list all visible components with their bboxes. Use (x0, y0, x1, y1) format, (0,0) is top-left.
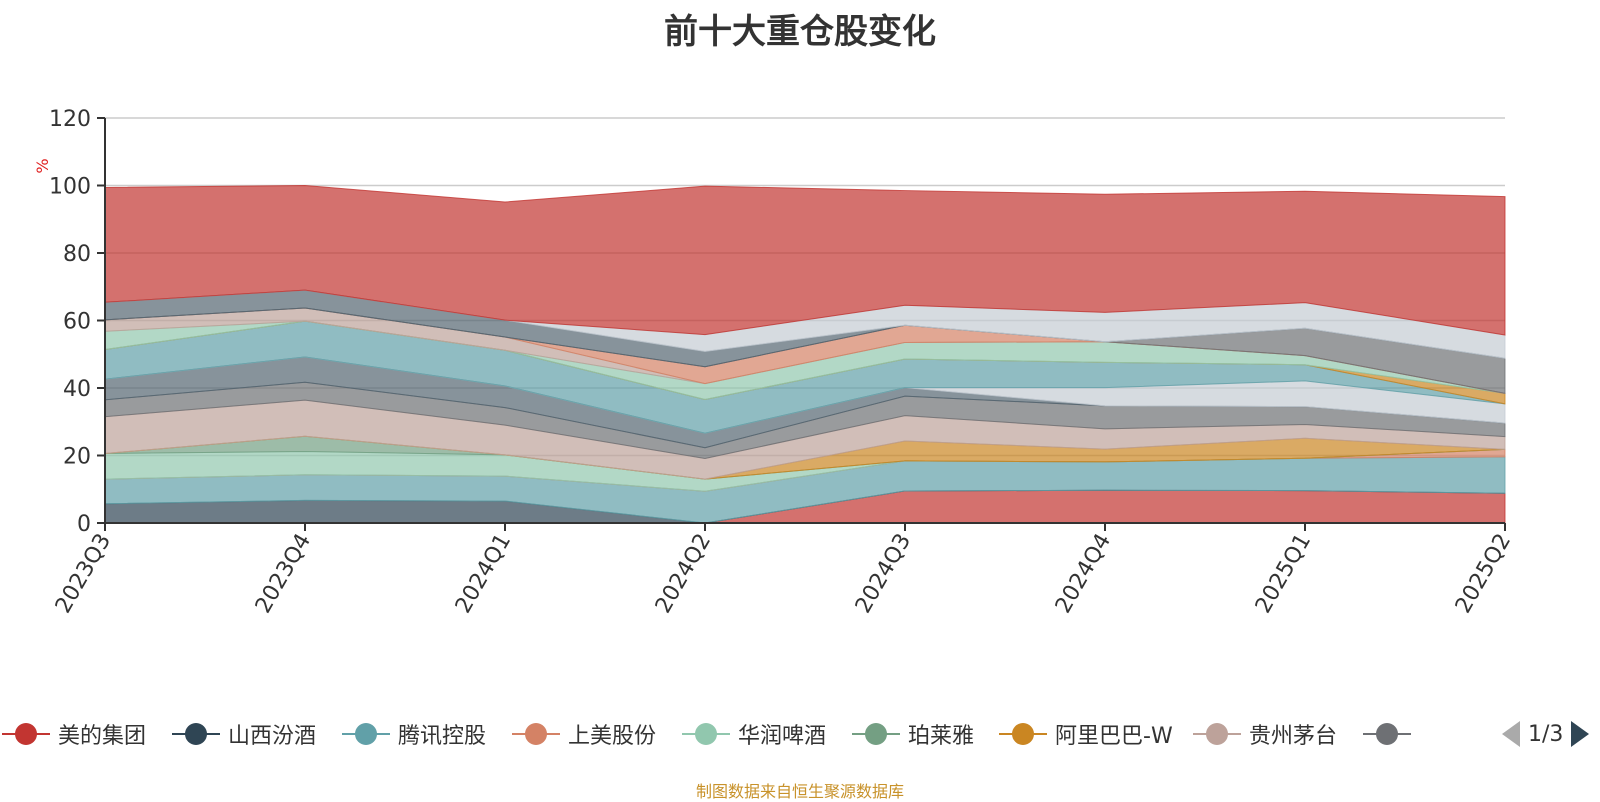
legend-label: 贵州茅台 (1249, 724, 1338, 749)
series-layer (104, 184, 1506, 524)
legend-pager: 1/3 (1500, 718, 1591, 750)
pager-next-icon[interactable] (1569, 719, 1591, 749)
legend-item[interactable]: 美的集团 (2, 716, 146, 752)
legend-label: 上美股份 (568, 724, 657, 749)
legend-item[interactable]: 山西汾酒 (172, 716, 316, 752)
x-tick-label: 2024Q2 (651, 530, 716, 618)
legend-item[interactable]: 贵州茅台 (1193, 716, 1337, 752)
chart-title: 前十大重仓股变化 (664, 12, 936, 52)
legend-marker-icon (2, 723, 50, 745)
legend-marker-icon (172, 723, 220, 745)
x-tick-label: 2024Q3 (851, 530, 916, 618)
legend-marker-icon (512, 723, 560, 745)
legend-label: 山西汾酒 (228, 724, 317, 749)
x-tick-label: 2025Q2 (1451, 530, 1516, 618)
legend-marker-icon (999, 723, 1047, 745)
y-tick-label: 120 (49, 107, 91, 132)
series-area-19 (104, 184, 1506, 336)
legend-item[interactable]: 阿里巴巴-W (999, 716, 1173, 752)
legend-marker-icon (1193, 723, 1241, 745)
pager-page-text: 1/3 (1528, 721, 1564, 747)
y-tick-label: 100 (49, 175, 91, 200)
legend-label: 腾讯控股 (398, 724, 487, 749)
y-tick-label: 60 (63, 310, 91, 335)
legend-item[interactable]: 珀莱雅 (852, 716, 974, 752)
legend-label: 华润啤酒 (738, 724, 827, 749)
x-tick-label: 2025Q1 (1251, 530, 1316, 618)
y-tick-label: 80 (63, 242, 91, 267)
x-tick-label: 2024Q4 (1051, 530, 1116, 618)
legend-item[interactable]: 华润啤酒 (682, 716, 826, 752)
x-tick-label: 2024Q1 (451, 530, 516, 618)
legend-item[interactable]: 上美股份 (512, 716, 656, 752)
x-tick-label: 2023Q4 (251, 530, 316, 618)
y-tick-label: 40 (63, 377, 91, 402)
legend-marker-icon (342, 723, 390, 745)
legend-label: 美的集团 (58, 724, 147, 749)
y-tick-label: 20 (63, 445, 91, 470)
legend: 美的集团 山西汾酒 腾讯控股 上美股份 华润啤酒 珀莱雅 阿里巴巴-W 贵州茅台 (0, 716, 1600, 752)
y-axis-label: % (33, 158, 52, 173)
pager-prev-icon[interactable] (1500, 719, 1522, 749)
legend-item[interactable] (1363, 716, 1419, 752)
legend-marker-icon (1363, 723, 1411, 745)
legend-label: 阿里巴巴-W (1055, 724, 1173, 749)
x-tick-label: 2023Q3 (51, 530, 116, 618)
legend-marker-icon (852, 723, 900, 745)
legend-item[interactable]: 腾讯控股 (342, 716, 486, 752)
legend-marker-icon (682, 723, 730, 745)
legend-label: 珀莱雅 (908, 724, 975, 749)
data-source-note: 制图数据来自恒生聚源数据库 (695, 782, 904, 801)
y-tick-label: 0 (77, 512, 91, 537)
